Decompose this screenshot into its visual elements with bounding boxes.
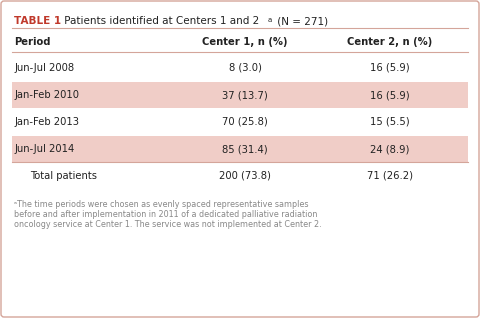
Text: Total patients: Total patients [30, 171, 97, 181]
Text: 200 (73.8): 200 (73.8) [219, 171, 271, 181]
Text: ᵃThe time periods were chosen as evenly spaced representative samples: ᵃThe time periods were chosen as evenly … [14, 200, 309, 209]
Text: Jun-Jul 2014: Jun-Jul 2014 [14, 144, 74, 154]
Bar [12, 136, 468, 162]
Bar [12, 82, 468, 108]
Text: 24 (8.9): 24 (8.9) [370, 144, 410, 154]
Text: Jan-Feb 2010: Jan-Feb 2010 [14, 90, 79, 100]
Text: 71 (26.2): 71 (26.2) [367, 171, 413, 181]
Text: Center 2, n (%): Center 2, n (%) [348, 37, 432, 47]
Text: 70 (25.8): 70 (25.8) [222, 117, 268, 127]
Text: Jun-Jul 2008: Jun-Jul 2008 [14, 63, 74, 73]
Text: a: a [268, 17, 272, 23]
Text: before and after implementation in 2011 of a dedicated palliative radiation: before and after implementation in 2011 … [14, 210, 317, 219]
Text: 16 (5.9): 16 (5.9) [370, 90, 410, 100]
Text: Patients identified at Centers 1 and 2: Patients identified at Centers 1 and 2 [61, 16, 259, 26]
Text: 15 (5.5): 15 (5.5) [370, 117, 410, 127]
Text: Jan-Feb 2013: Jan-Feb 2013 [14, 117, 79, 127]
Text: oncology service at Center 1. The service was not implemented at Center 2.: oncology service at Center 1. The servic… [14, 220, 322, 229]
Text: 16 (5.9): 16 (5.9) [370, 63, 410, 73]
Text: 37 (13.7): 37 (13.7) [222, 90, 268, 100]
Text: TABLE 1: TABLE 1 [14, 16, 61, 26]
Text: Period: Period [14, 37, 50, 47]
Text: Center 1, n (%): Center 1, n (%) [202, 37, 288, 47]
Text: 85 (31.4): 85 (31.4) [222, 144, 268, 154]
Text: (N = 271): (N = 271) [274, 16, 328, 26]
Text: 8 (3.0): 8 (3.0) [228, 63, 262, 73]
